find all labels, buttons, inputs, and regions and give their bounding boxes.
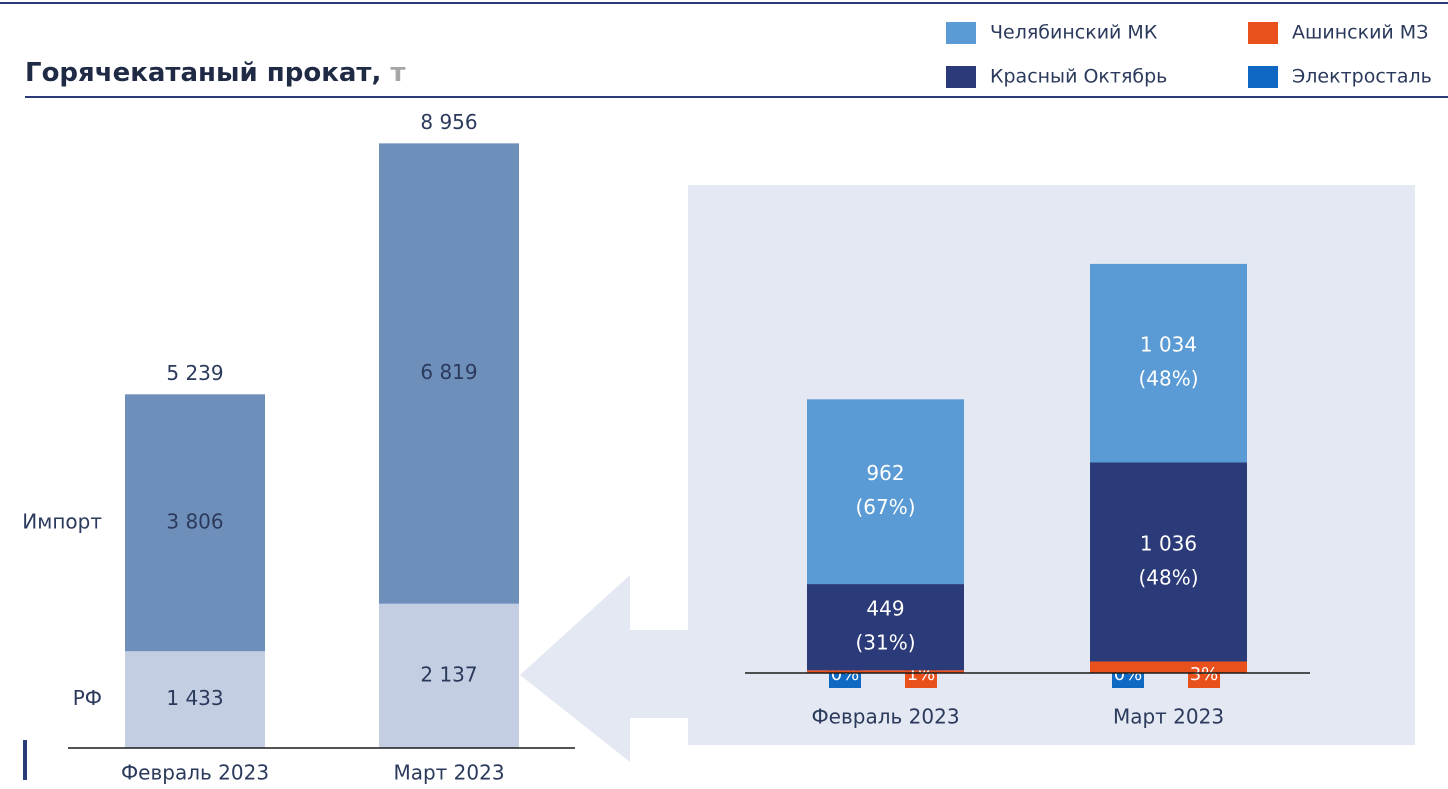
- value-label: 1 036: [1140, 531, 1197, 555]
- legend-label: Электросталь: [1292, 66, 1432, 88]
- series-label: Импорт: [22, 509, 102, 533]
- bar-segment: [1090, 263, 1247, 463]
- accent-bar: [23, 740, 27, 780]
- chart-title: Горячекатаный прокат, т: [25, 58, 406, 88]
- value-label: 1 034: [1140, 333, 1197, 357]
- legend-label: Красный Октябрь: [990, 66, 1167, 88]
- bar-segment: [1090, 462, 1247, 662]
- value-label: 1 433: [166, 686, 223, 710]
- share-label: (31%): [855, 631, 915, 655]
- legend-swatch: [1248, 22, 1278, 44]
- arrow: [520, 575, 688, 762]
- share-label: (67%): [855, 495, 915, 519]
- total-label: 8 956: [420, 110, 477, 134]
- value-label: 2 137: [420, 662, 477, 686]
- x-tick-label: Март 2023: [1113, 705, 1224, 729]
- bar-segment: [125, 394, 265, 652]
- breakdown-panel: [688, 185, 1415, 745]
- label-box: [1188, 661, 1220, 688]
- legend-label: Ашинский МЗ: [1292, 22, 1428, 44]
- bar-segment: [379, 143, 519, 604]
- bar-segment: [1090, 661, 1247, 673]
- share-label: (48%): [1138, 367, 1198, 391]
- value-label: 449: [866, 597, 904, 621]
- x-tick-label: Март 2023: [393, 761, 504, 785]
- title-unit: т: [390, 58, 405, 88]
- value-label: 6 819: [420, 360, 477, 384]
- x-tick-label: Февраль 2023: [811, 705, 959, 729]
- legend-swatch: [946, 22, 976, 44]
- x-tick-label: Февраль 2023: [121, 761, 269, 785]
- series-label: РФ: [73, 686, 102, 710]
- bar-segment: [379, 603, 519, 748]
- bar-segment: [807, 399, 964, 585]
- legend-label: Челябинский МК: [990, 22, 1158, 44]
- total-label: 5 239: [166, 361, 223, 385]
- bar-segment: [807, 670, 964, 673]
- legend-swatch: [946, 66, 976, 88]
- share-label: (48%): [1138, 565, 1198, 589]
- value-label: 3 806: [166, 509, 223, 533]
- title-text: Горячекатаный прокат,: [25, 58, 381, 88]
- value-label: 962: [866, 461, 904, 485]
- bar-segment: [125, 651, 265, 748]
- bar-segment: [807, 584, 964, 671]
- share-label: 3%: [1190, 664, 1219, 685]
- legend-swatch: [1248, 66, 1278, 88]
